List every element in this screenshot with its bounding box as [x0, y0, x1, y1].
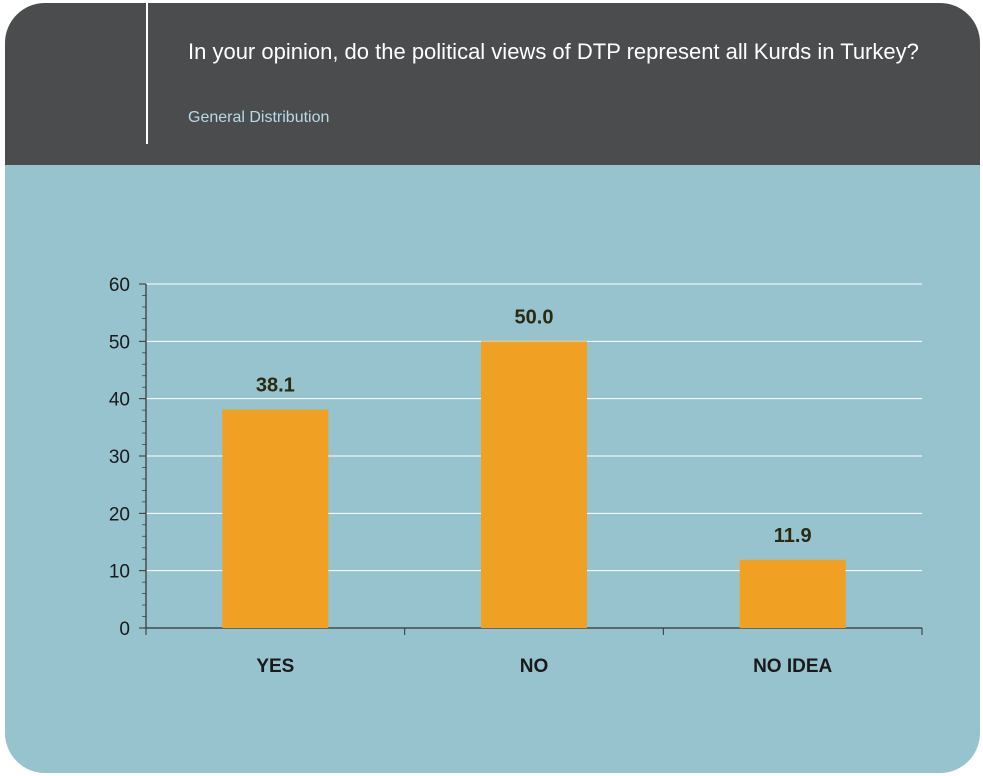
y-tick-label: 20 — [109, 504, 130, 525]
chart-card: In your opinion, do the political views … — [5, 3, 980, 773]
chart-subtitle: General Distribution — [188, 109, 330, 126]
bar-no — [481, 341, 587, 628]
chart-header: In your opinion, do the political views … — [5, 3, 980, 165]
y-tick-label: 40 — [109, 390, 130, 411]
x-category-label: YES — [256, 656, 294, 677]
x-category-label: NO — [520, 656, 549, 677]
data-label: 11.9 — [774, 525, 812, 547]
chart-title: In your opinion, do the political views … — [188, 39, 919, 64]
header-divider — [146, 3, 148, 144]
data-label: 38.1 — [256, 375, 295, 397]
data-label: 50.0 — [515, 306, 554, 328]
y-tick-label: 60 — [109, 275, 130, 296]
bar-yes — [222, 409, 329, 628]
x-category-label: NO IDEA — [753, 656, 832, 677]
y-tick-label: 50 — [109, 332, 130, 353]
y-tick-label: 0 — [119, 619, 130, 640]
bar-no-idea — [739, 559, 846, 628]
y-tick-label: 10 — [109, 562, 130, 583]
y-tick-label: 30 — [109, 447, 130, 468]
